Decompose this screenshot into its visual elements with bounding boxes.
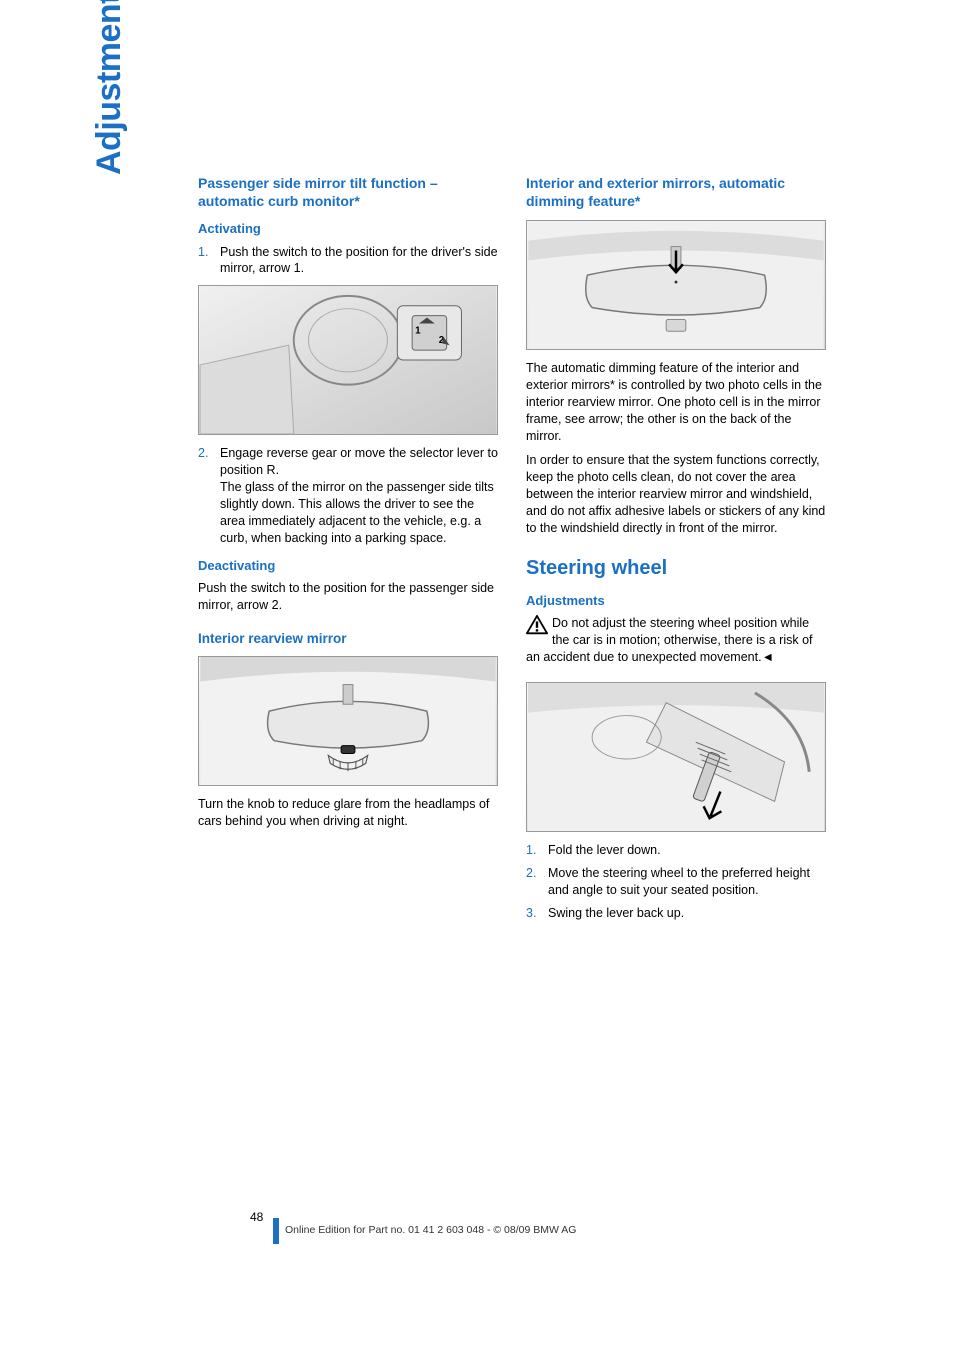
figure-steering-lever bbox=[526, 682, 826, 832]
step-text: Swing the lever back up. bbox=[548, 905, 826, 922]
step-text: Fold the lever down. bbox=[548, 842, 826, 859]
footer-accent-bar bbox=[273, 1218, 279, 1244]
figure-auto-dimming-mirror bbox=[526, 220, 826, 350]
step-number: 2. bbox=[198, 445, 220, 546]
heading-interior-rearview: Interior rearview mirror bbox=[198, 630, 498, 648]
warning-text: Do not adjust the steering wheel positio… bbox=[526, 616, 813, 664]
figure-interior-mirror-knob bbox=[198, 656, 498, 786]
list-item: 2. Engage reverse gear or move the selec… bbox=[198, 445, 498, 546]
step-number: 3. bbox=[526, 905, 548, 922]
heading-steering-wheel: Steering wheel bbox=[526, 555, 826, 582]
heading-auto-dimming: Interior and exterior mirrors, automatic… bbox=[526, 175, 826, 210]
svg-text:1: 1 bbox=[415, 326, 421, 337]
heading-passenger-mirror-tilt: Passenger side mirror tilt function – au… bbox=[198, 175, 498, 210]
step-number: 1. bbox=[526, 842, 548, 859]
warning-paragraph: Do not adjust the steering wheel positio… bbox=[526, 615, 826, 666]
list-item: 1. Fold the lever down. bbox=[526, 842, 826, 859]
footer-copyright: Online Edition for Part no. 01 41 2 603 … bbox=[285, 1224, 576, 1236]
step1-content: Push the switch to the position for the … bbox=[220, 245, 498, 276]
step-text: Push the switch to the position for the … bbox=[220, 244, 498, 278]
activating-step2-list: 2. Engage reverse gear or move the selec… bbox=[198, 445, 498, 546]
main-content: Passenger side mirror tilt function – au… bbox=[198, 175, 828, 929]
step-text: Engage reverse gear or move the selector… bbox=[220, 445, 498, 546]
steering-steps: 1. Fold the lever down. 2. Move the stee… bbox=[526, 842, 826, 922]
step2b: The glass of the mirror on the passenger… bbox=[220, 480, 494, 545]
activating-step1-list: 1. Push the switch to the position for t… bbox=[198, 244, 498, 278]
right-column: Interior and exterior mirrors, automatic… bbox=[526, 175, 826, 929]
interior-mirror-text: Turn the knob to reduce glare from the h… bbox=[198, 796, 498, 830]
auto-dim-p1: The automatic dimming feature of the int… bbox=[526, 360, 826, 444]
page-number: 48 bbox=[250, 1210, 263, 1224]
auto-dim-p2: In order to ensure that the system funct… bbox=[526, 452, 826, 536]
step-number: 2. bbox=[526, 865, 548, 899]
list-item: 1. Push the switch to the position for t… bbox=[198, 244, 498, 278]
list-item: 2. Move the steering wheel to the prefer… bbox=[526, 865, 826, 899]
warning-icon bbox=[526, 615, 548, 635]
step2a: Engage reverse gear or move the selector… bbox=[220, 446, 498, 477]
subheading-adjustments: Adjustments bbox=[526, 592, 826, 610]
figure-mirror-switch: 1 2 bbox=[198, 285, 498, 435]
step-number: 1. bbox=[198, 244, 220, 278]
subheading-deactivating: Deactivating bbox=[198, 557, 498, 575]
subheading-activating: Activating bbox=[198, 220, 498, 238]
step-text: Move the steering wheel to the preferred… bbox=[548, 865, 826, 899]
list-item: 3. Swing the lever back up. bbox=[526, 905, 826, 922]
left-column: Passenger side mirror tilt function – au… bbox=[198, 175, 498, 929]
side-tab-adjustments: Adjustments bbox=[90, 0, 129, 175]
deactivating-text: Push the switch to the position for the … bbox=[198, 580, 498, 614]
